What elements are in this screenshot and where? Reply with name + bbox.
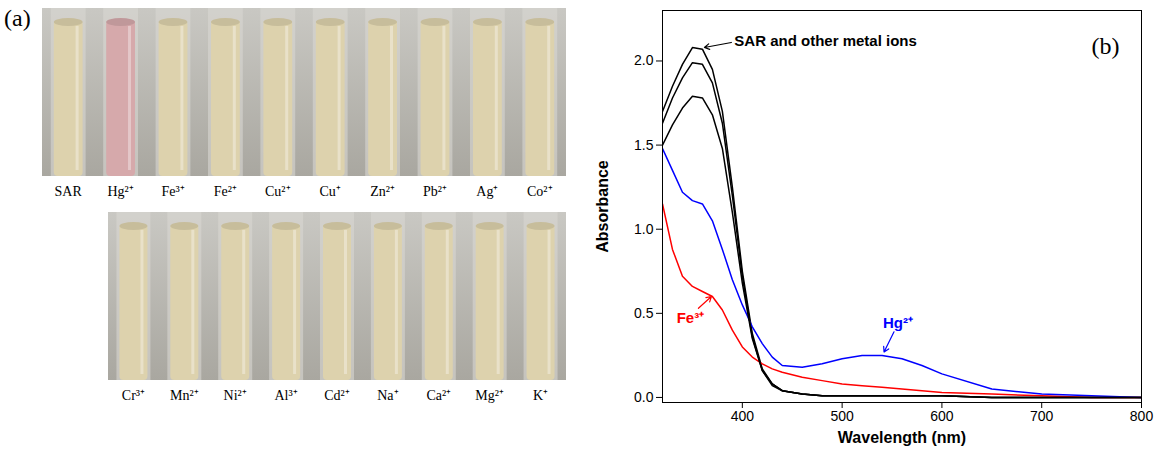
svg-text:Ag⁺: Ag⁺ bbox=[476, 184, 498, 199]
svg-text:1.0: 1.0 bbox=[634, 221, 654, 237]
svg-text:Cd²⁺: Cd²⁺ bbox=[324, 388, 350, 403]
svg-text:0.0: 0.0 bbox=[634, 389, 654, 405]
svg-text:Co²⁺: Co²⁺ bbox=[527, 184, 553, 199]
svg-text:SAR: SAR bbox=[55, 184, 83, 199]
svg-text:K⁺: K⁺ bbox=[533, 388, 548, 403]
svg-text:Cu⁺: Cu⁺ bbox=[320, 184, 341, 199]
svg-text:Absorbance: Absorbance bbox=[594, 160, 611, 253]
svg-text:Fe²⁺: Fe²⁺ bbox=[214, 184, 237, 199]
svg-text:400: 400 bbox=[731, 408, 755, 424]
svg-text:Mn²⁺: Mn²⁺ bbox=[170, 388, 199, 403]
svg-text:700: 700 bbox=[1030, 408, 1054, 424]
svg-text:Fe³⁺: Fe³⁺ bbox=[677, 309, 705, 326]
svg-text:Cr³⁺: Cr³⁺ bbox=[122, 388, 145, 403]
svg-text:(a): (a) bbox=[4, 5, 31, 31]
svg-text:0.5: 0.5 bbox=[634, 305, 654, 321]
svg-text:Hg²⁺: Hg²⁺ bbox=[883, 314, 913, 331]
svg-text:Al³⁺: Al³⁺ bbox=[275, 388, 298, 403]
svg-text:Cu²⁺: Cu²⁺ bbox=[265, 184, 291, 199]
svg-text:Hg²⁺: Hg²⁺ bbox=[107, 184, 133, 199]
svg-text:1.5: 1.5 bbox=[634, 137, 654, 153]
svg-text:Fe³⁺: Fe³⁺ bbox=[161, 184, 184, 199]
svg-text:Zn²⁺: Zn²⁺ bbox=[370, 184, 395, 199]
svg-text:500: 500 bbox=[830, 408, 854, 424]
svg-text:Pb²⁺: Pb²⁺ bbox=[423, 184, 447, 199]
svg-text:Ca²⁺: Ca²⁺ bbox=[426, 388, 451, 403]
svg-text:Mg²⁺: Mg²⁺ bbox=[475, 388, 504, 403]
svg-text:600: 600 bbox=[930, 408, 954, 424]
svg-text:Ni²⁺: Ni²⁺ bbox=[224, 388, 247, 403]
svg-text:Na⁺: Na⁺ bbox=[377, 388, 398, 403]
svg-text:Wavelength (nm): Wavelength (nm) bbox=[838, 429, 966, 446]
svg-text:(b): (b) bbox=[1092, 33, 1120, 59]
svg-text:2.0: 2.0 bbox=[634, 52, 654, 68]
svg-text:800: 800 bbox=[1130, 408, 1154, 424]
svg-text:SAR and other metal ions: SAR and other metal ions bbox=[734, 32, 917, 49]
